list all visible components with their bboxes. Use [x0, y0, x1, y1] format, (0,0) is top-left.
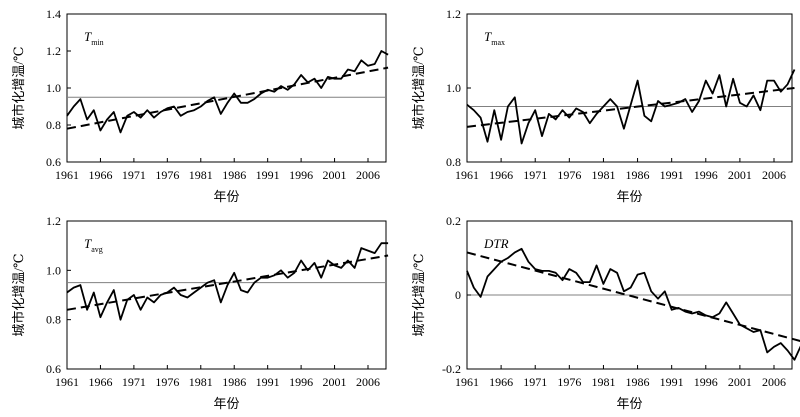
y-tick-label: 1.2 [446, 7, 461, 21]
y-tick-label: 0.6 [46, 155, 61, 169]
y-tick-label: 1.0 [446, 81, 461, 95]
x-tick-label: 1966 [88, 375, 112, 389]
x-tick-label: 1976 [155, 168, 179, 182]
panel-label: DTR [483, 236, 509, 251]
panel-label: Tmax [484, 29, 505, 47]
series-line [466, 247, 800, 361]
x-tick-label: 1976 [557, 168, 581, 182]
x-tick-label: 1966 [489, 168, 513, 182]
y-axis-label: 城市化增温/℃ [411, 253, 426, 336]
y-tick-label: 1.4 [46, 7, 61, 21]
plot-frame [66, 13, 387, 163]
x-tick-label: 1981 [189, 375, 213, 389]
panel-4: -0.2 0 0.2 1961 1966 1971 1976 1981 1986 1991 1996… [411, 214, 800, 411]
y-tick-label: 0.8 [446, 155, 461, 169]
panel-label-sub: avg [91, 245, 103, 254]
y-tick-label: 0.8 [46, 313, 61, 327]
x-tick-label: 2006 [762, 375, 786, 389]
trend-line [466, 251, 800, 342]
x-tick-label: 1996 [694, 375, 718, 389]
x-tick-label: 1976 [155, 375, 179, 389]
panel-label-main: T [484, 29, 492, 44]
y-axis-label: 城市化增温/℃ [11, 46, 26, 129]
x-tick-label: 1961 [455, 168, 479, 182]
y-tick-label: 1.2 [46, 44, 61, 58]
x-tick-label: 1986 [626, 375, 650, 389]
y-tick-label: 1.0 [46, 81, 61, 95]
x-tick-label: 2001 [323, 375, 347, 389]
x-tick-label: 1996 [289, 168, 313, 182]
x-tick-label: 2001 [323, 168, 347, 182]
trend-line [66, 66, 389, 130]
x-tick-label: 1971 [122, 375, 146, 389]
x-tick-label: 2006 [762, 168, 786, 182]
plot-frame [466, 13, 793, 163]
trend-line [466, 87, 795, 128]
panel-2: 0.8 1.0 1.2 1961 1966 1971 1976 1981 1986 1991 199… [411, 7, 796, 204]
panel-label-sub: max [491, 38, 505, 47]
x-tick-label: 2001 [728, 168, 752, 182]
x-tick-label: 1986 [222, 168, 246, 182]
series-line [466, 69, 796, 145]
panel-label-main: T [84, 29, 92, 44]
panel-label: Tmin [84, 29, 104, 47]
x-tick-label: 1961 [455, 375, 479, 389]
x-tick-label: 1961 [55, 168, 79, 182]
x-tick-label: 1966 [489, 375, 513, 389]
plot-frame [66, 220, 387, 370]
y-tick-label: 1.2 [46, 214, 61, 228]
x-tick-label: 1986 [222, 375, 246, 389]
x-tick-label: 1966 [88, 168, 112, 182]
x-tick-label: 1971 [523, 375, 547, 389]
panel-label-main: T [84, 236, 92, 251]
x-axis-label: 年份 [616, 189, 642, 204]
x-tick-label: 1991 [660, 375, 684, 389]
y-tick-label: 1.0 [46, 263, 61, 277]
series-line [66, 50, 389, 134]
x-tick-label: 1971 [122, 168, 146, 182]
x-tick-label: 1986 [626, 168, 650, 182]
x-tick-label: 1991 [256, 168, 280, 182]
x-axis-label: 年份 [213, 189, 239, 204]
x-tick-label: 1961 [55, 375, 79, 389]
panel-1: 0.6 0.8 1.0 1.2 1.4 1961 1966 1971 1976 1981 1986 1… [11, 7, 389, 204]
y-axis-label: 城市化增温/℃ [11, 253, 26, 336]
y-tick-label: 0.8 [46, 118, 61, 132]
x-tick-label: 2006 [356, 375, 380, 389]
panel-label: Tavg [84, 236, 103, 254]
x-tick-label: 1971 [523, 168, 547, 182]
x-tick-label: 2006 [356, 168, 380, 182]
y-tick-label: 0 [455, 288, 461, 302]
panel-3: 0.6 0.8 1.0 1.2 1961 1966 1971 1976 1981 1986 1991… [11, 214, 389, 411]
y-axis-label: 城市化增温/℃ [411, 46, 426, 129]
x-tick-label: 1981 [189, 168, 213, 182]
panel-label-sub: min [91, 38, 103, 47]
x-tick-label: 1981 [591, 168, 615, 182]
panel-label-main: DTR [483, 236, 509, 251]
x-tick-label: 1991 [660, 168, 684, 182]
x-tick-label: 1991 [256, 375, 280, 389]
y-tick-label: 0.6 [46, 362, 61, 376]
x-tick-label: 1996 [694, 168, 718, 182]
y-tick-label: -0.2 [442, 362, 461, 376]
x-axis-label: 年份 [616, 396, 642, 411]
x-tick-label: 1996 [289, 375, 313, 389]
series-line [66, 242, 389, 321]
y-tick-label: 0.2 [446, 214, 461, 228]
x-tick-label: 1981 [591, 375, 615, 389]
x-tick-label: 1976 [557, 375, 581, 389]
x-axis-label: 年份 [213, 396, 239, 411]
x-tick-label: 2001 [728, 375, 752, 389]
